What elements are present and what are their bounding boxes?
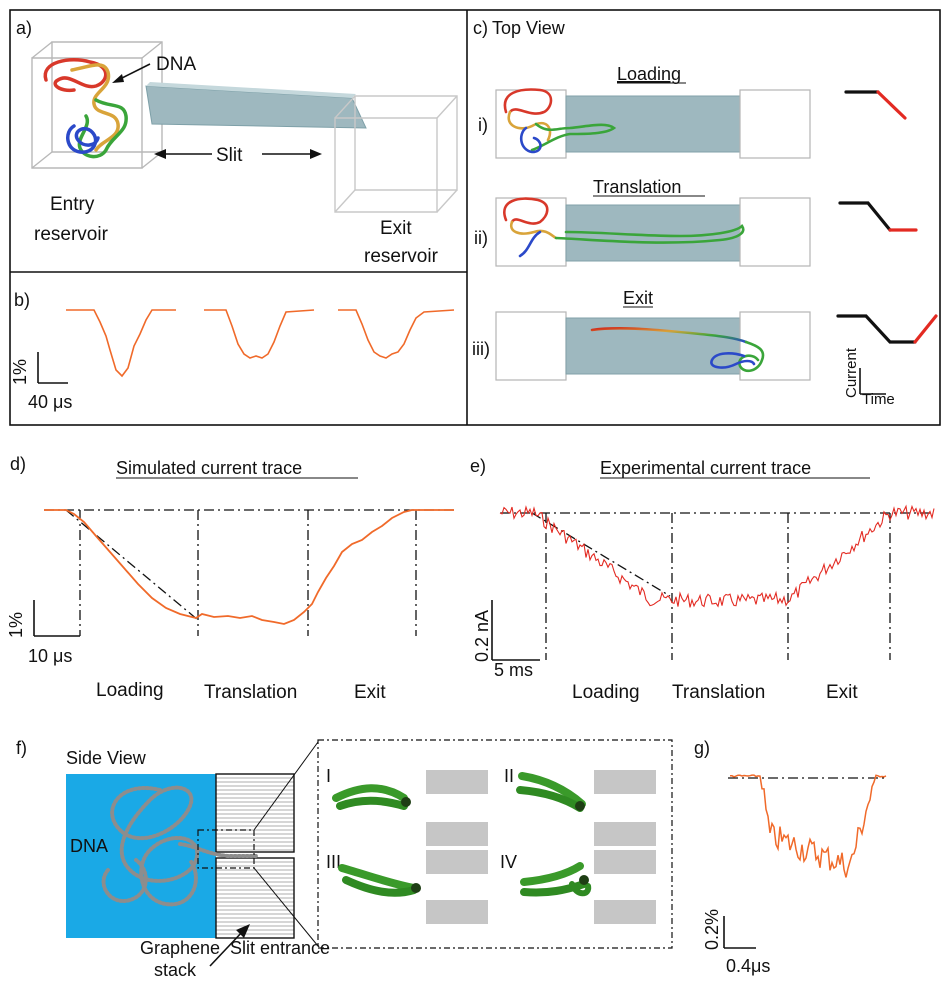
panel-d-title: Simulated current trace: [116, 458, 302, 478]
panel-c-title: Top View: [492, 18, 566, 38]
trace-b-1: [66, 309, 176, 378]
phase-e-translation: Translation: [672, 682, 765, 703]
panel-b-letter: b): [14, 290, 30, 310]
dna-coil-ii: [503, 197, 745, 258]
slit-label: Slit: [216, 145, 243, 166]
panel-a-letter: a): [16, 18, 32, 38]
slit-entrance-label: Slit entrance: [230, 938, 330, 958]
schematic-ii: [838, 201, 918, 232]
inset-III: III: [326, 850, 488, 924]
inset-IV: IV: [500, 850, 656, 924]
dna-coil-side: [101, 785, 258, 907]
trace-b-3: [338, 309, 455, 359]
dna-arrow-a: [112, 63, 151, 83]
scale-x-b: 40 μs: [28, 392, 72, 412]
dna-label-a: DNA: [156, 54, 196, 75]
entry-reservoir-cube: [31, 41, 163, 169]
entry-label-1: Entry: [50, 194, 95, 215]
entry-label-2: reservoir: [34, 224, 109, 245]
panel-d-letter: d): [10, 454, 26, 474]
trace-d: [44, 509, 454, 625]
panel-g: g) 0.2% 0.4μs: [694, 738, 887, 976]
inset-II: II: [504, 766, 656, 846]
row-iii-label: Exit: [623, 288, 653, 308]
graphene-stack-top: [215, 773, 295, 853]
scale-x-e: 5 ms: [494, 660, 533, 680]
row-iii-numeral: iii): [472, 339, 490, 359]
panel-a: a) DNA: [16, 18, 458, 267]
panel-f: f) Side View DNA Graphene stack Slit ent…: [16, 738, 673, 980]
panel-b: b) 1% 40 μs: [10, 290, 455, 412]
axis-x-c: Time: [862, 391, 895, 408]
scale-x-g: 0.4μs: [726, 956, 770, 976]
scale-y-g: 0.2%: [702, 909, 722, 950]
trace-e: [499, 504, 935, 608]
row-i-numeral: i): [478, 115, 488, 135]
phase-d-exit: Exit: [354, 682, 386, 703]
graphene-label-2: stack: [154, 960, 197, 980]
row-ii-numeral: ii): [474, 228, 488, 248]
exit-label-1: Exit: [380, 218, 412, 239]
slit-arrow: [154, 149, 322, 159]
panel-d: d) Simulated current trace 1% 10 μs Load…: [6, 454, 454, 703]
inset-III-label: III: [326, 852, 341, 872]
panel-c-letter: c): [473, 18, 488, 38]
scalebar-b: [37, 352, 68, 384]
phase-e-exit: Exit: [826, 682, 858, 703]
top-frames: [9, 9, 941, 426]
inset-I: I: [326, 766, 488, 846]
inset-II-label: II: [504, 766, 514, 786]
panel-e-letter: e): [470, 456, 486, 476]
trace-g: [729, 774, 887, 878]
slit-slab: [145, 82, 367, 129]
row-ii: Translation ii): [474, 177, 811, 267]
dna-coil-iii: [590, 327, 765, 373]
panel-b-traces: [66, 309, 455, 378]
panel-g-letter: g): [694, 738, 710, 758]
graphene-label-1: Graphene: [140, 938, 220, 958]
exit-label-2: reservoir: [364, 246, 439, 267]
axis-y-c: Current: [843, 347, 860, 398]
scale-y-e: 0.2 nA: [472, 610, 492, 662]
scale-y-b: 1%: [10, 359, 30, 385]
scalebar-d: [33, 600, 80, 637]
row-i: Loading i): [478, 64, 811, 159]
panel-c: c) Top View Loading i) Translation ii): [472, 18, 938, 408]
schematic-axes: [859, 368, 886, 395]
row-i-label: Loading: [617, 64, 681, 84]
dna-coil-a: [43, 58, 128, 159]
scalebar-e: [491, 600, 540, 661]
side-view-solvent: [66, 774, 216, 938]
schematic-iii: [836, 314, 938, 344]
dna-label-f: DNA: [70, 836, 108, 856]
dna-coil-i: [503, 88, 617, 154]
inset-I-label: I: [326, 766, 331, 786]
scale-x-d: 10 μs: [28, 646, 72, 666]
phase-e-loading: Loading: [572, 682, 640, 703]
zoom-box: [197, 739, 673, 949]
phase-d-translation: Translation: [204, 682, 297, 703]
panel-e: e) Experimental current trace 0.2 nA 5 m…: [470, 456, 935, 703]
scalebar-g: [723, 916, 756, 949]
schematic-i: [844, 90, 907, 120]
inset-IV-label: IV: [500, 852, 517, 872]
side-view-label: Side View: [66, 748, 147, 768]
exit-reservoir-cube: [334, 95, 458, 213]
row-ii-label: Translation: [593, 177, 681, 197]
trace-b-2: [204, 309, 315, 359]
phase-d-loading: Loading: [96, 680, 164, 701]
panel-e-title: Experimental current trace: [600, 458, 811, 478]
panel-f-letter: f): [16, 738, 27, 758]
scale-y-d: 1%: [6, 612, 26, 638]
baseline-d: [44, 509, 454, 636]
row-iii: Exit iii): [472, 288, 811, 381]
zoom-lines: [253, 741, 319, 947]
graphene-arrow: [209, 924, 250, 967]
